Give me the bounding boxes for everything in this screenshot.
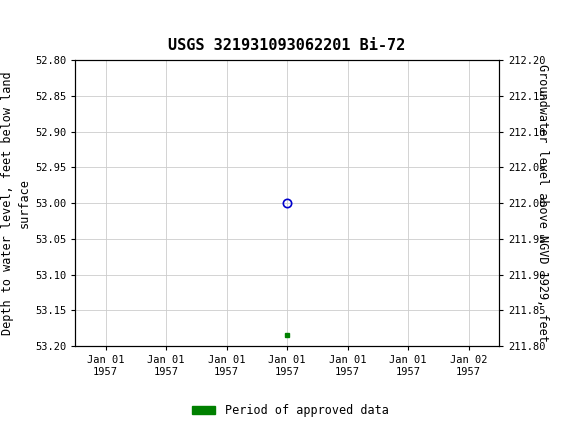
Text: USGS: USGS — [26, 11, 86, 30]
Legend: Period of approved data: Period of approved data — [187, 399, 393, 422]
Y-axis label: Depth to water level, feet below land
surface: Depth to water level, feet below land su… — [1, 71, 31, 335]
Text: ≡: ≡ — [5, 6, 28, 34]
Y-axis label: Groundwater level above NGVD 1929, feet: Groundwater level above NGVD 1929, feet — [536, 64, 549, 342]
Title: USGS 321931093062201 Bi-72: USGS 321931093062201 Bi-72 — [168, 38, 406, 53]
